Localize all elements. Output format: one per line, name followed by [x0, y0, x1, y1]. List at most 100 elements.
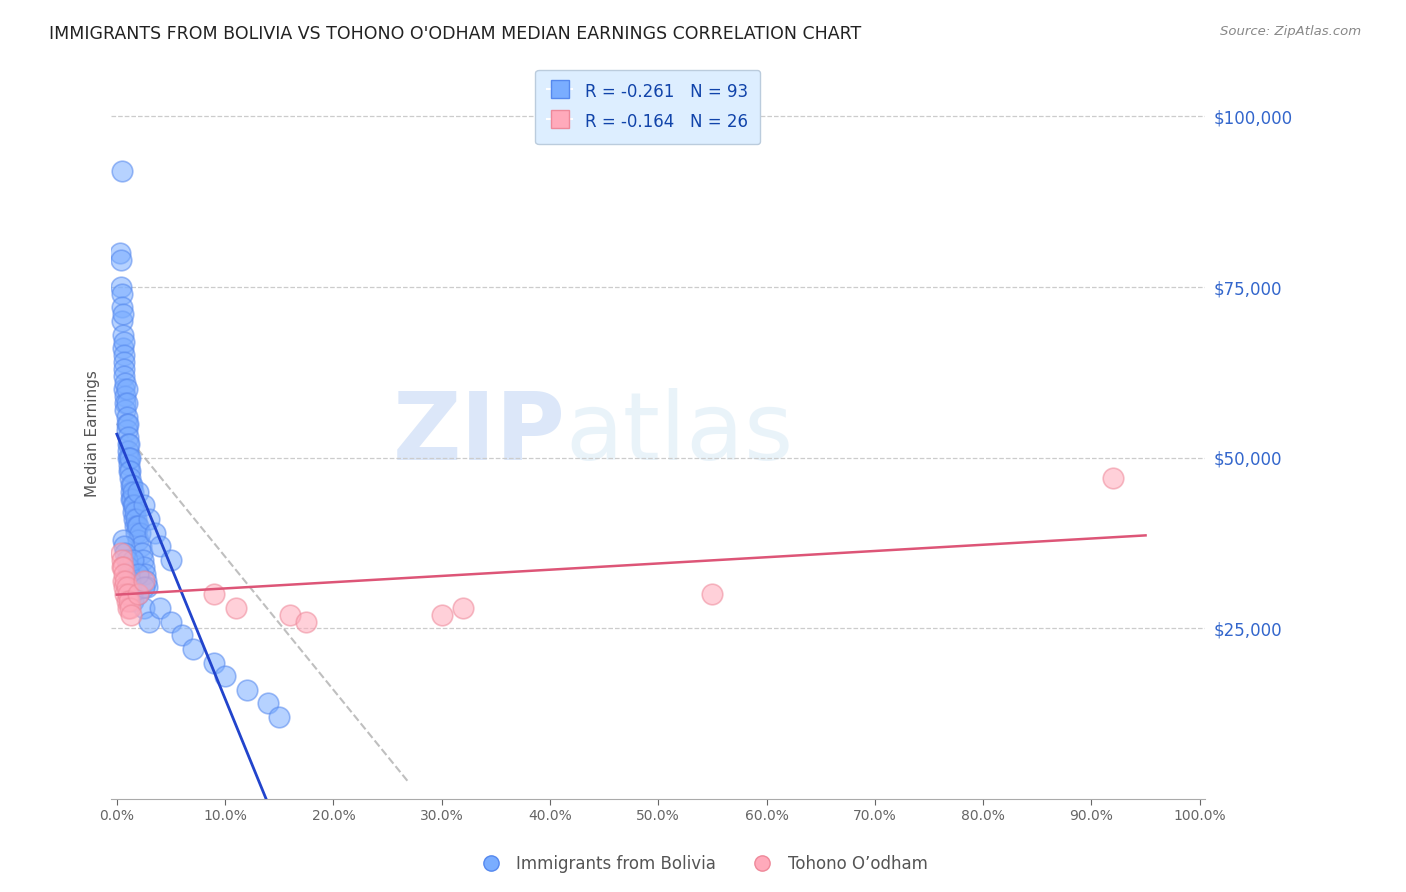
Point	[112, 362, 135, 376]
Point	[118, 574, 141, 588]
Point	[702, 587, 724, 601]
Point	[120, 478, 142, 492]
Point	[110, 546, 132, 560]
Point	[122, 499, 145, 513]
Point	[111, 164, 134, 178]
Point	[122, 553, 145, 567]
Point	[214, 669, 236, 683]
Point	[120, 491, 142, 506]
Point	[127, 587, 149, 601]
Point	[131, 546, 153, 560]
Point	[118, 594, 141, 608]
Point	[149, 600, 172, 615]
Point	[112, 307, 135, 321]
Point	[118, 464, 141, 478]
Y-axis label: Median Earnings: Median Earnings	[86, 370, 100, 497]
Point	[115, 383, 138, 397]
Point	[115, 417, 138, 431]
Point	[132, 553, 155, 567]
Point	[112, 566, 135, 581]
Point	[202, 656, 225, 670]
Point	[115, 423, 138, 437]
Point	[112, 540, 135, 554]
Point	[453, 600, 475, 615]
Point	[170, 628, 193, 642]
Point	[181, 641, 204, 656]
Point	[132, 581, 155, 595]
Point	[118, 458, 141, 472]
Point	[118, 450, 141, 465]
Point	[117, 417, 139, 431]
Point	[112, 342, 135, 356]
Point	[115, 396, 138, 410]
Point	[202, 587, 225, 601]
Point	[122, 484, 145, 499]
Point	[430, 607, 453, 622]
Point	[108, 245, 131, 260]
Point	[118, 600, 141, 615]
Point	[118, 437, 141, 451]
Point	[114, 396, 136, 410]
Text: Source: ZipAtlas.com: Source: ZipAtlas.com	[1220, 25, 1361, 38]
Point	[110, 280, 132, 294]
Text: atlas: atlas	[565, 388, 793, 480]
Point	[149, 540, 172, 554]
Point	[115, 553, 138, 567]
Point	[110, 252, 132, 267]
Point	[114, 389, 136, 403]
Point	[118, 566, 141, 581]
Point	[127, 484, 149, 499]
Point	[117, 587, 139, 601]
Point	[132, 560, 155, 574]
Point	[112, 574, 135, 588]
Point	[160, 615, 183, 629]
Point	[132, 574, 155, 588]
Legend: R = -0.261   N = 93, R = -0.164   N = 26: R = -0.261 N = 93, R = -0.164 N = 26	[536, 70, 761, 144]
Point	[134, 566, 156, 581]
Point	[127, 519, 149, 533]
Point	[112, 581, 135, 595]
Point	[132, 600, 155, 615]
Point	[111, 301, 134, 315]
Point	[278, 607, 301, 622]
Point	[136, 581, 159, 595]
Point	[112, 383, 135, 397]
Point	[120, 581, 142, 595]
Point	[127, 587, 149, 601]
Point	[127, 519, 149, 533]
Point	[112, 355, 135, 369]
Point	[124, 519, 146, 533]
Point	[124, 505, 146, 519]
Point	[117, 443, 139, 458]
Point	[114, 546, 136, 560]
Point	[138, 615, 160, 629]
Point	[121, 478, 143, 492]
Point	[111, 314, 134, 328]
Point	[120, 484, 142, 499]
Point	[127, 533, 149, 547]
Point	[117, 437, 139, 451]
Point	[115, 594, 138, 608]
Point	[114, 587, 136, 601]
Point	[160, 553, 183, 567]
Point	[120, 607, 142, 622]
Point	[117, 450, 139, 465]
Text: ZIP: ZIP	[392, 388, 565, 480]
Point	[1102, 471, 1125, 485]
Point	[117, 600, 139, 615]
Legend: Immigrants from Bolivia, Tohono O’odham: Immigrants from Bolivia, Tohono O’odham	[471, 848, 935, 880]
Point	[269, 710, 291, 724]
Point	[111, 286, 134, 301]
Point	[114, 574, 136, 588]
Point	[112, 560, 135, 574]
Point	[112, 533, 135, 547]
Point	[112, 334, 135, 349]
Point	[236, 682, 259, 697]
Point	[257, 697, 280, 711]
Point	[118, 450, 141, 465]
Point	[111, 560, 134, 574]
Point	[125, 512, 148, 526]
Point	[111, 553, 134, 567]
Point	[117, 430, 139, 444]
Point	[128, 525, 150, 540]
